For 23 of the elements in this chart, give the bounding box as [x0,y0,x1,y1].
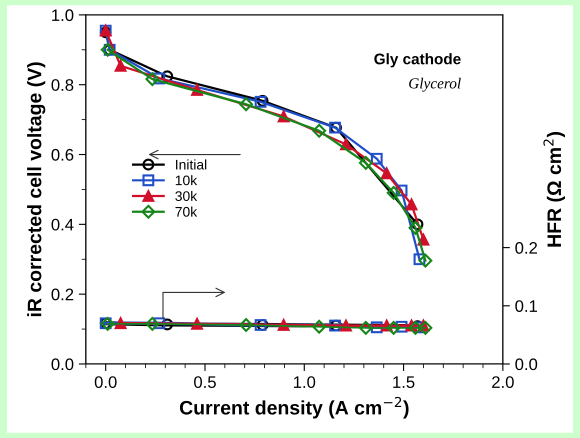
x-axis-title: Current density (A cm$^{−2}$) [180,396,409,418]
y2-tick-label: 0.0 [515,358,538,370]
legend-label: 10k [176,175,198,186]
y2-tick-label: 0.2 [515,242,537,254]
annotation: Gly cathode [374,53,461,68]
x-tick-label: 0.5 [194,376,216,388]
y-tick-label: 1.0 [52,9,74,22]
y-tick-label: 0.8 [52,79,74,91]
x-tick-label: 0.0 [94,376,117,388]
annotation: Glycerol [409,78,461,92]
y2-tick-label: 0.1 [515,300,538,312]
y-tick-label: 0.4 [52,218,74,231]
legend-label: Initial [176,159,206,170]
y-tick-label: 0.6 [52,148,74,161]
y2-axis-title: HFR (Ω cm$^{2}$) [543,132,565,247]
x-tick-label: 1.0 [294,376,316,388]
y-axis-title: iR corrected cell voltage (V) [27,62,46,316]
y-tick-label: 0.0 [52,358,74,370]
y-tick-label: 0.2 [52,288,74,300]
legend-label: 70k [175,206,198,217]
x-tick-label: 1.5 [393,376,414,388]
legend-label: 30k [175,190,198,202]
x-tick-label: 2.0 [492,376,514,388]
